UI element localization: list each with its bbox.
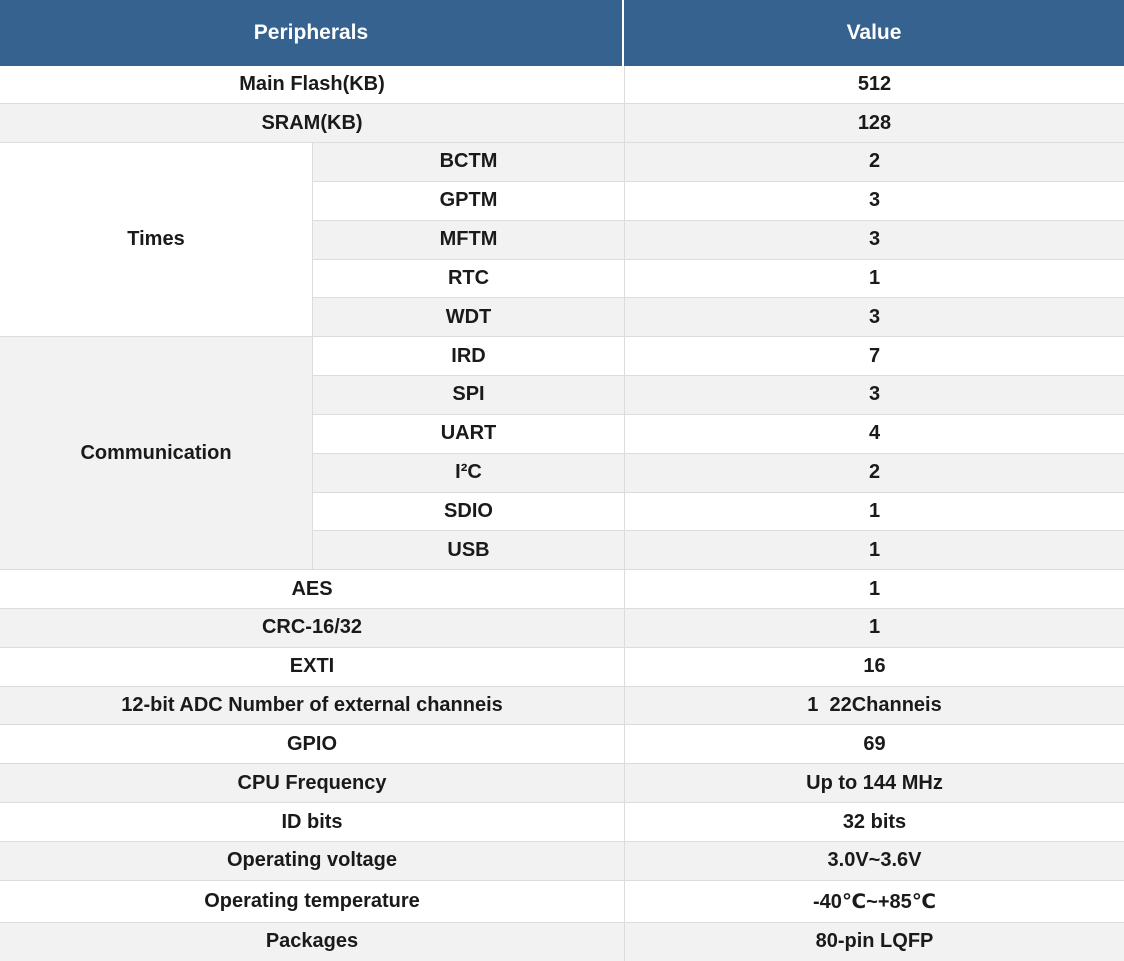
table-row: Operating temperature -40℃~+85℃	[0, 879, 1124, 922]
peripheral-cell: Operating voltage	[0, 840, 624, 880]
peripheral-cell: Main Flash(KB)	[0, 66, 624, 104]
value-cell: 1	[624, 530, 1124, 570]
peripheral-cell: EXTI	[0, 646, 624, 686]
sub-peripheral-cell: BCTM	[312, 142, 624, 181]
peripheral-cell: Packages	[0, 921, 624, 961]
sub-peripheral-cell: SPI	[312, 375, 624, 414]
value-cell: 512	[624, 66, 1124, 104]
peripheral-cell: AES	[0, 569, 624, 608]
table-row: SRAM(KB) 128	[0, 103, 1124, 143]
table-row: MFTM 3	[0, 219, 1124, 259]
value-cell: -40℃~+85℃	[624, 879, 1124, 922]
value-cell: 16	[624, 646, 1124, 686]
table-body: Main Flash(KB) 512 SRAM(KB) 128 Times BCTM 2 GP…	[0, 66, 1124, 961]
value-cell: 1	[624, 569, 1124, 608]
value-cell: 3.0V~3.6V	[624, 840, 1124, 880]
value-cell: 3	[624, 219, 1124, 259]
column-header-peripherals: Peripherals	[0, 0, 624, 66]
value-cell: 2	[624, 452, 1124, 492]
sub-peripheral-cell: USB	[312, 530, 624, 570]
value-cell: 3	[624, 180, 1124, 220]
table-row: CPU Frequency Up to 144 MHz	[0, 763, 1124, 803]
value-cell: 1	[624, 607, 1124, 647]
sub-peripheral-cell: WDT	[312, 297, 624, 337]
value-cell: 128	[624, 103, 1124, 143]
table-header: Peripherals Value	[0, 0, 1124, 66]
sub-peripheral-cell: IRD	[312, 336, 624, 376]
column-header-value: Value	[624, 0, 1124, 66]
sub-peripheral-cell: GPTM	[312, 180, 624, 220]
table-row: Communication IRD 7	[0, 336, 1124, 570]
peripheral-cell: ID bits	[0, 802, 624, 841]
value-cell: Up to 144 MHz	[624, 763, 1124, 803]
value-cell: 4	[624, 413, 1124, 453]
value-cell: 2	[624, 142, 1124, 181]
sub-peripheral-cell: I²C	[312, 452, 624, 492]
group-cell: Communication	[0, 336, 312, 570]
peripheral-cell: Operating temperature	[0, 879, 624, 922]
table-row: 12-bit ADC Number of external channeis 1 …	[0, 685, 1124, 725]
table-row: USB 1	[0, 530, 1124, 570]
value-cell: 69	[624, 724, 1124, 764]
table-row: WDT 3	[0, 297, 1124, 337]
value-cell: 80-pin LQFP	[624, 921, 1124, 961]
table-row: CRC-16/32 1	[0, 607, 1124, 647]
value-cell: 3	[624, 375, 1124, 414]
peripheral-cell: CRC-16/32	[0, 607, 624, 647]
header-row: Peripherals Value	[0, 0, 1124, 66]
value-cell: 1	[624, 491, 1124, 531]
sub-peripheral-cell: RTC	[312, 258, 624, 298]
table-row: ID bits 32 bits	[0, 802, 1124, 841]
table-row: SPI 3	[0, 375, 1124, 414]
value-cell: 1 22Channeis	[624, 685, 1124, 725]
table-row: UART 4	[0, 413, 1124, 453]
table-row: Packages 80-pin LQFP	[0, 921, 1124, 961]
peripheral-cell: GPIO	[0, 724, 624, 764]
table-row: Operating voltage 3.0V~3.6V	[0, 840, 1124, 880]
value-cell: 1	[624, 258, 1124, 298]
table-row: GPTM 3	[0, 180, 1124, 220]
table-row: RTC 1	[0, 258, 1124, 298]
peripheral-cell: 12-bit ADC Number of external channeis	[0, 685, 624, 725]
peripheral-cell: SRAM(KB)	[0, 103, 624, 143]
sub-peripheral-cell: UART	[312, 413, 624, 453]
value-cell: 7	[624, 336, 1124, 376]
table-row: GPIO 69	[0, 724, 1124, 764]
value-cell: 32 bits	[624, 802, 1124, 841]
table-row: SDIO 1	[0, 491, 1124, 531]
peripheral-cell: CPU Frequency	[0, 763, 624, 803]
table-row: EXTI 16	[0, 646, 1124, 686]
sub-peripheral-cell: MFTM	[312, 219, 624, 259]
value-cell: 3	[624, 297, 1124, 337]
table-row: I²C 2	[0, 452, 1124, 492]
table-row: Times BCTM 2	[0, 142, 1124, 337]
table-row: Main Flash(KB) 512	[0, 66, 1124, 104]
group-cell: Times	[0, 142, 312, 337]
table-row: AES 1	[0, 569, 1124, 608]
sub-peripheral-cell: SDIO	[312, 491, 624, 531]
